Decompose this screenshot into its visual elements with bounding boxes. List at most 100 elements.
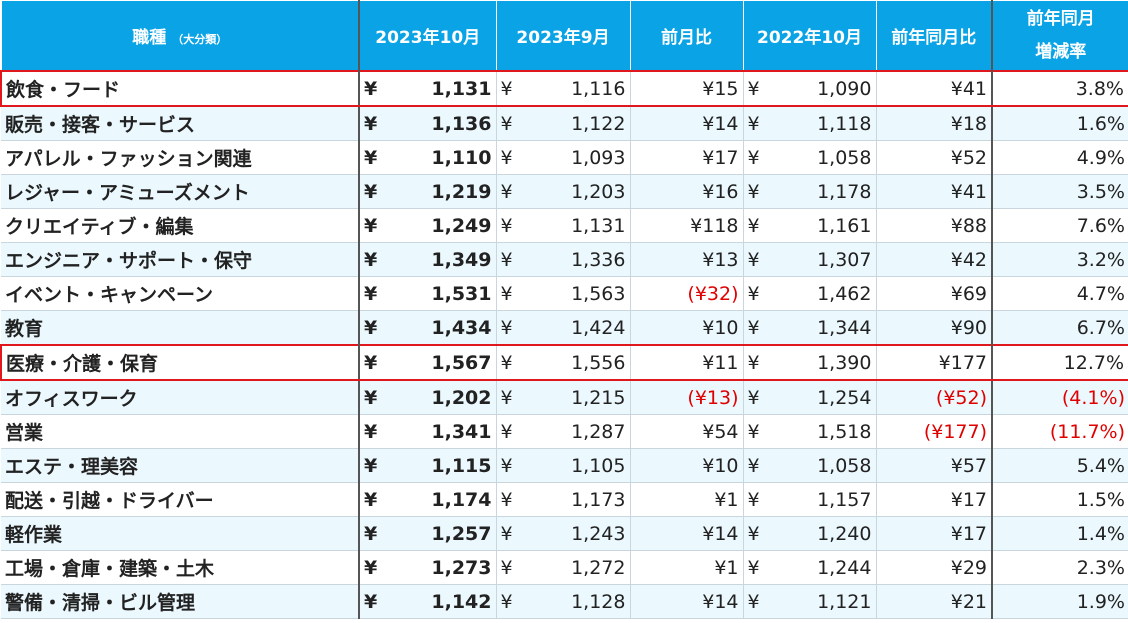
category-cell: アパレル・ファッション関連 [1, 140, 360, 175]
category-label: 配送・引越・ドライバー [5, 490, 214, 512]
oct2022-cell: ¥1,240 [743, 516, 877, 551]
sep2023-value: 1,287 [571, 420, 626, 443]
ratio-value: 6.7% [1076, 316, 1125, 339]
yen-symbol: ¥ [500, 146, 513, 169]
yen-symbol: ¥ [500, 248, 513, 271]
mom-cell: ¥15 [630, 70, 744, 107]
ratio-cell: 3.2% [991, 242, 1128, 277]
yen-symbol: ¥ [500, 556, 513, 579]
category-cell: レジャー・アミューズメント [1, 174, 360, 209]
table-row: レジャー・アミューズメント ¥1,219 ¥1,203 ¥16 ¥1,178 ¥41 3.5… [1, 174, 1128, 209]
oct2022-cell: ¥1,244 [743, 550, 877, 585]
category-cell: 配送・引越・ドライバー [1, 482, 360, 517]
ratio-cell: (11.7%) [991, 414, 1128, 449]
mom-cell: ¥11 [630, 344, 744, 381]
yen-symbol: ¥ [747, 488, 760, 511]
yen-symbol: ¥ [747, 386, 760, 409]
oct2022-cell: ¥1,462 [743, 276, 877, 311]
mom-cell: ¥1 [630, 482, 744, 517]
category-label: イベント・キャンペーン [5, 284, 214, 306]
ratio-value: 5.4% [1076, 454, 1125, 477]
sep2023-cell: ¥1,556 [496, 344, 631, 381]
yoy-cell: ¥69 [876, 276, 992, 311]
sep2023-cell: ¥1,563 [496, 276, 631, 311]
sep2023-cell: ¥1,131 [496, 208, 631, 243]
mom-cell: ¥17 [630, 140, 744, 175]
category-cell: 警備・清掃・ビル管理 [1, 584, 360, 619]
yoy-cell: ¥17 [876, 482, 992, 517]
oct2023-value: 1,174 [431, 488, 492, 511]
yen-symbol: ¥ [364, 488, 378, 511]
ratio-value: (11.7%) [1049, 420, 1125, 443]
yoy-cell: ¥41 [876, 70, 992, 107]
mom-cell: ¥13 [630, 242, 744, 277]
oct2022-value: 1,058 [817, 454, 872, 477]
mom-cell: ¥14 [630, 516, 744, 551]
category-label: 販売・接客・サービス [5, 114, 196, 136]
ratio-value: 1.4% [1076, 522, 1125, 545]
table-row: 軽作業 ¥1,257 ¥1,243 ¥14 ¥1,240 ¥17 1.4% [1, 516, 1128, 551]
category-cell: 飲食・フード [0, 70, 360, 107]
oct2023-value: 1,131 [431, 77, 492, 100]
oct2023-cell: ¥1,174 [359, 482, 497, 517]
yen-symbol: ¥ [364, 351, 378, 374]
yen-symbol: ¥ [500, 77, 513, 100]
ratio-cell: 6.7% [991, 310, 1128, 346]
oct2023-cell: ¥1,110 [359, 140, 497, 175]
yoy-value: (¥177) [923, 420, 987, 443]
oct2023-value: 1,567 [431, 351, 492, 374]
sep2023-value: 1,563 [571, 282, 626, 305]
oct2023-value: 1,531 [431, 282, 492, 305]
oct2023-cell: ¥1,115 [359, 448, 497, 483]
oct2023-cell: ¥1,531 [359, 276, 497, 311]
oct2022-cell: ¥1,058 [743, 448, 877, 483]
oct2022-cell: ¥1,307 [743, 242, 877, 277]
yoy-value: ¥29 [950, 556, 987, 579]
oct2023-cell: ¥1,142 [359, 584, 497, 619]
yoy-value: ¥18 [950, 112, 987, 135]
yoy-value: ¥90 [950, 316, 987, 339]
sep2023-value: 1,203 [571, 180, 626, 203]
category-label: 教育 [5, 318, 44, 340]
yen-symbol: ¥ [747, 351, 760, 374]
yoy-value: ¥41 [950, 77, 987, 100]
mom-value: ¥13 [702, 248, 739, 271]
ratio-value: 1.5% [1076, 488, 1125, 511]
category-cell: 工場・倉庫・建築・土木 [1, 550, 360, 585]
yen-symbol: ¥ [364, 420, 378, 443]
oct2022-value: 1,118 [817, 112, 872, 135]
yoy-cell: ¥88 [876, 208, 992, 243]
oct2023-cell: ¥1,567 [359, 344, 497, 381]
sep2023-cell: ¥1,215 [496, 380, 631, 415]
sep2023-value: 1,173 [571, 488, 626, 511]
oct2022-cell: ¥1,344 [743, 310, 877, 346]
sep2023-cell: ¥1,336 [496, 242, 631, 277]
yoy-value: ¥177 [938, 351, 987, 374]
mom-value: ¥17 [702, 146, 739, 169]
ratio-value: 1.6% [1076, 112, 1125, 135]
oct2022-value: 1,254 [817, 386, 872, 409]
oct2023-value: 1,341 [431, 420, 492, 443]
yen-symbol: ¥ [500, 488, 513, 511]
sep2023-cell: ¥1,203 [496, 174, 631, 209]
table-row: 教育 ¥1,434 ¥1,424 ¥10 ¥1,344 ¥90 6.7% [1, 310, 1128, 346]
sep2023-cell: ¥1,424 [496, 310, 631, 346]
oct2022-value: 1,090 [817, 77, 872, 100]
oct2022-value: 1,518 [817, 420, 872, 443]
oct2023-value: 1,349 [431, 248, 492, 271]
category-label: 飲食・フード [6, 79, 121, 101]
ratio-cell: 3.8% [991, 70, 1128, 107]
ratio-cell: 4.9% [991, 140, 1128, 175]
yen-symbol: ¥ [747, 420, 760, 443]
yoy-value: ¥88 [950, 214, 987, 237]
category-label: アパレル・ファッション関連 [5, 148, 252, 170]
category-cell: 教育 [1, 310, 360, 346]
yen-symbol: ¥ [500, 112, 513, 135]
yoy-cell: ¥17 [876, 516, 992, 551]
category-cell: エステ・理美容 [1, 448, 360, 483]
oct2023-cell: ¥1,349 [359, 242, 497, 277]
table-row: オフィスワーク ¥1,202 ¥1,215 (¥13) ¥1,254 (¥52) (4.1%… [1, 380, 1128, 415]
header-ratio-line1: 前年同月 [1026, 8, 1095, 29]
sep2023-value: 1,131 [571, 214, 626, 237]
oct2022-value: 1,178 [817, 180, 872, 203]
